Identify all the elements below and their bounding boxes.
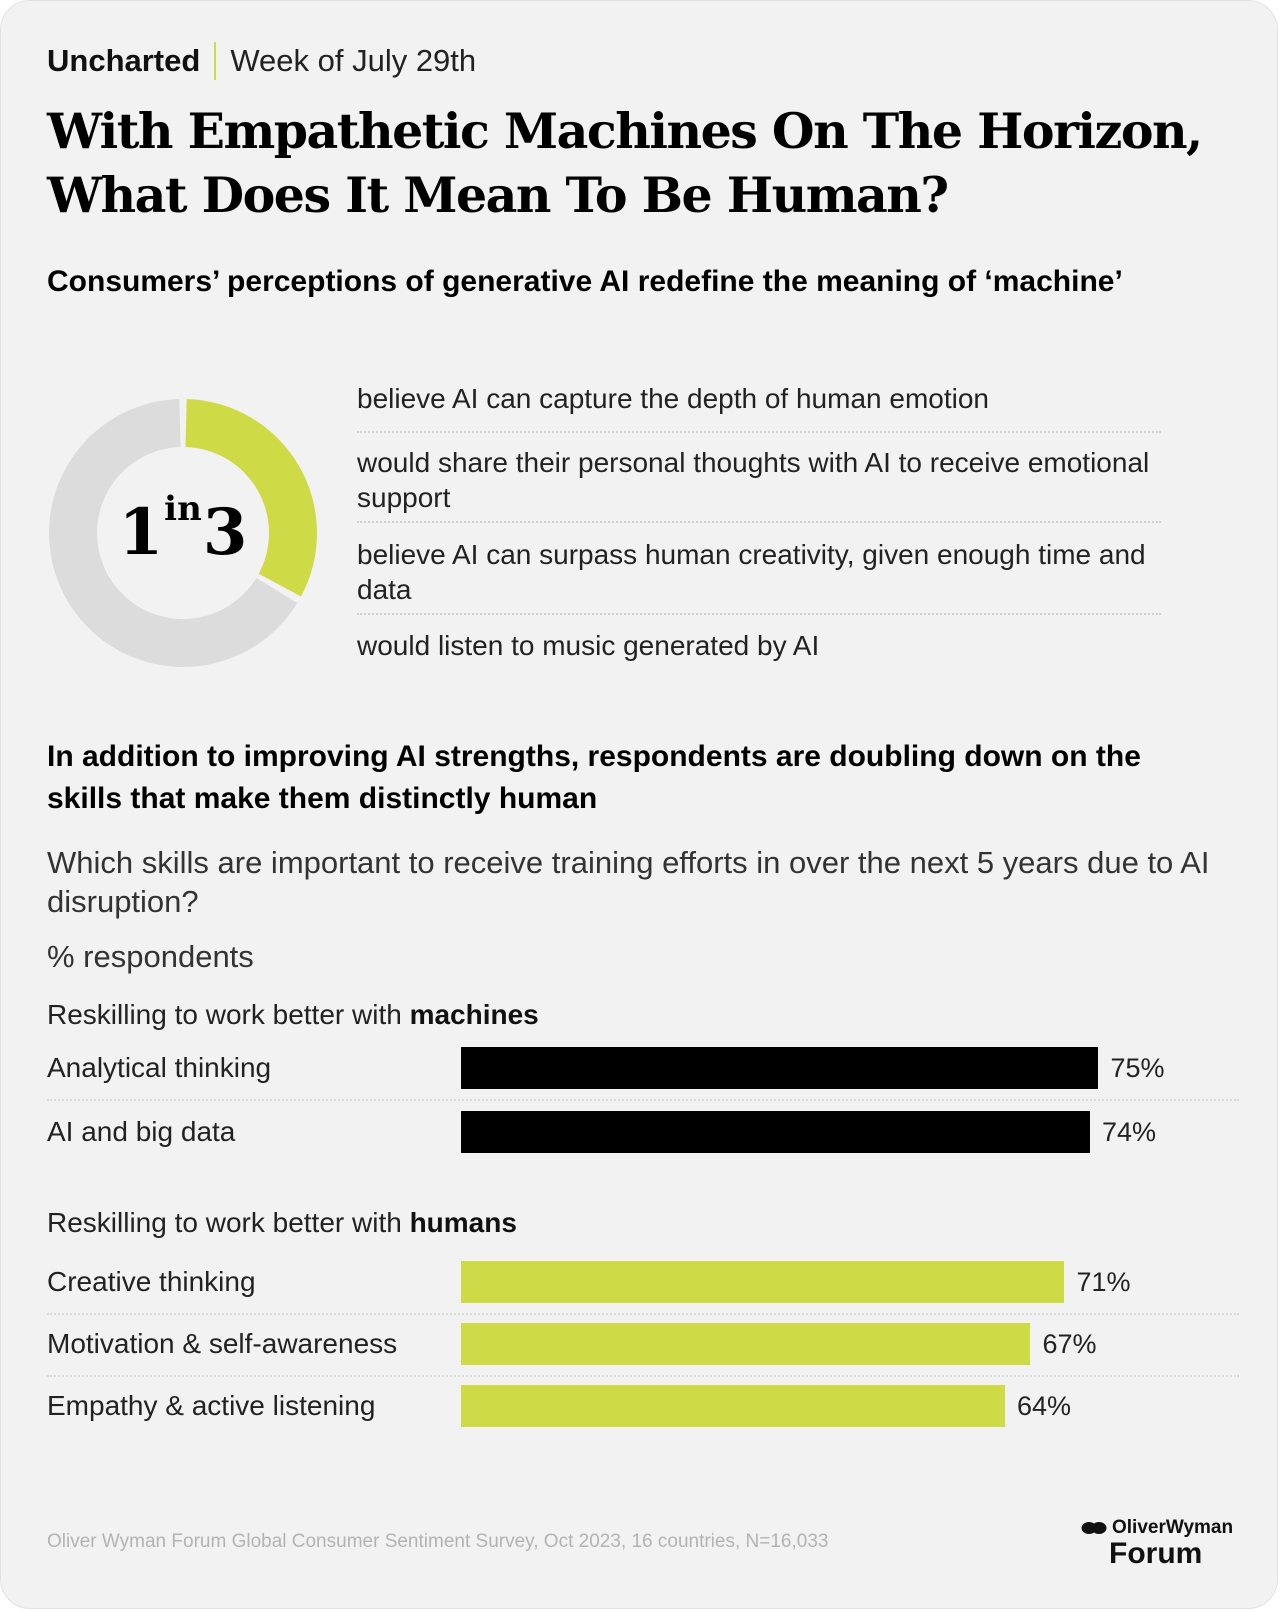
- stat-divider: [357, 521, 1161, 523]
- bar-category-label: Motivation & self-awareness: [47, 1328, 398, 1359]
- group-label-emphasis: machines: [409, 999, 539, 1030]
- bar-category-label: Creative thinking: [47, 1266, 256, 1297]
- stat-denominator: 3: [202, 495, 248, 570]
- stat-item-music: would listen to music generated by AI: [357, 630, 820, 661]
- stat-in: in: [164, 489, 202, 529]
- bar-row: AI and big data 74%: [1, 1111, 1280, 1153]
- donut-share-segment: [185, 399, 317, 597]
- logo-wordmark-row: OliverWyman: [1081, 1517, 1241, 1539]
- bar-category-label: Empathy & active listening: [47, 1390, 376, 1421]
- bar-value-label: 74%: [1101, 1117, 1156, 1147]
- row-divider: [47, 1375, 1239, 1377]
- stat-divider: [357, 431, 1161, 433]
- oliver-wyman-forum-logo: OliverWyman Forum: [1081, 1517, 1241, 1577]
- stat-divider: [357, 613, 1161, 615]
- group-label-machines: Reskilling to work better with machines: [47, 997, 539, 1033]
- bar-row: Motivation & self-awareness 67%: [1, 1323, 1280, 1365]
- section2-heading: In addition to improving AI strengths, r…: [47, 740, 1141, 815]
- row-divider: [47, 1313, 1239, 1315]
- group-label-humans: Reskilling to work better with humans: [47, 1205, 517, 1241]
- stat-item-creativity: believe AI can surpass human creativity,…: [357, 539, 1146, 605]
- brand-name: Uncharted: [47, 43, 201, 78]
- bar-row: Empathy & active listening 64%: [1, 1385, 1280, 1427]
- one-in-three-stat: 1 in 3: [47, 397, 319, 669]
- logo-bottom-text: Forum: [1109, 1537, 1203, 1570]
- bar: [461, 1385, 1005, 1427]
- donut-remainder: [48, 399, 298, 667]
- group-label-prefix: Reskilling to work better with: [47, 1207, 410, 1238]
- group-label-emphasis: humans: [409, 1207, 517, 1238]
- group-label-prefix: Reskilling to work better with: [47, 999, 410, 1030]
- logo-top-text: OliverWyman: [1112, 1517, 1234, 1538]
- bar-row: Creative thinking 71%: [1, 1261, 1280, 1303]
- survey-question: Which skills are important to receive tr…: [47, 845, 1210, 919]
- header: Uncharted Week of July 29th: [47, 41, 476, 81]
- header-divider: [214, 42, 217, 80]
- bar-row: Analytical thinking 75%: [1, 1047, 1280, 1089]
- stat-item-emotion: believe AI can capture the depth of huma…: [357, 383, 989, 414]
- bar: [461, 1047, 1099, 1089]
- donut-chart: 1 in 3: [47, 397, 319, 669]
- donut-svg: [48, 399, 317, 667]
- bar-value-label: 64%: [1016, 1391, 1071, 1421]
- section1-heading: Consumers’ perceptions of generative AI …: [47, 265, 1123, 298]
- logo-mark-icon: [1081, 1522, 1107, 1534]
- bar-category-label: Analytical thinking: [47, 1052, 272, 1083]
- page-title: With Empathetic Machines On The Horizon,…: [47, 102, 1203, 224]
- source-note: Oliver Wyman Forum Global Consumer Senti…: [47, 1531, 829, 1552]
- bar: [461, 1111, 1090, 1153]
- row-divider: [47, 1099, 1239, 1101]
- week-label: Week of July 29th: [230, 43, 477, 78]
- bar-category-label: AI and big data: [47, 1116, 236, 1147]
- stat-item-personal-thoughts: would share their personal thoughts with…: [357, 447, 1150, 513]
- units-label: % respondents: [47, 939, 254, 974]
- bar: [461, 1323, 1031, 1365]
- bar-value-label: 75%: [1110, 1053, 1165, 1083]
- bar: [461, 1261, 1065, 1303]
- stat-numerator: 1: [118, 495, 164, 570]
- bar-value-label: 67%: [1042, 1329, 1097, 1359]
- bar-value-label: 71%: [1076, 1267, 1131, 1297]
